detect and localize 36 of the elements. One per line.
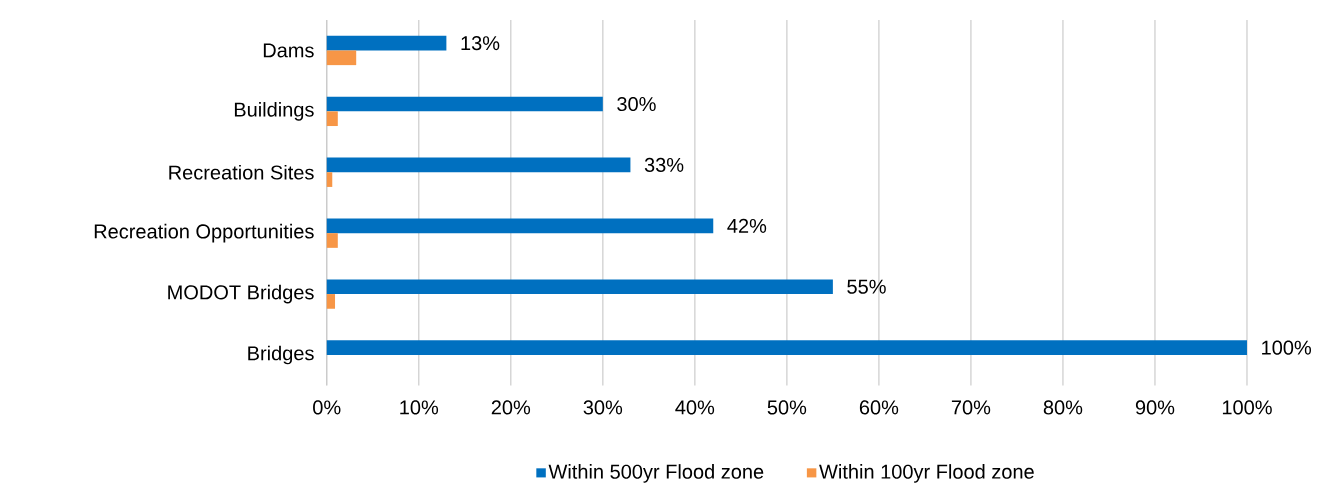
y-tick-label: MODOT Bridges (168, 284, 314, 304)
bar (326, 340, 1247, 355)
bar (326, 111, 338, 126)
x-tick-label: 100% (1222, 400, 1272, 415)
y-tick-label: Buildings (234, 101, 314, 121)
bar (326, 172, 333, 187)
y-tick-label: Recreation Opportunities (94, 223, 314, 243)
y-tick-label: Recreation Sites (169, 164, 314, 180)
x-tick-label: 20% (491, 400, 531, 415)
bar (326, 35, 447, 51)
x-tick-label: 30% (583, 400, 623, 415)
x-tick-label: 60% (859, 400, 899, 415)
data-label: 30% (617, 96, 656, 112)
x-tick-label: 0% (313, 400, 341, 415)
data-label: 55% (847, 279, 886, 294)
legend-label: Within 100yr Flood zone (819, 464, 1034, 483)
bar (326, 279, 833, 295)
data-label: 33% (644, 157, 684, 172)
data-label: 13% (461, 35, 500, 51)
x-tick-label: 50% (767, 400, 807, 415)
x-tick-label: 90% (1135, 400, 1175, 415)
x-tick-label: 80% (1043, 400, 1083, 415)
x-tick-label: 10% (400, 400, 439, 415)
x-tick-label: 40% (675, 400, 715, 415)
data-label: 100% (1262, 340, 1312, 355)
x-tick-label: 70% (951, 400, 991, 415)
bar (326, 294, 336, 309)
y-tick-label: Bridges (248, 345, 314, 365)
bar (326, 233, 338, 248)
legend-label: Within 500yr Flood zone (548, 464, 764, 483)
bar (326, 96, 603, 112)
bar (326, 50, 357, 66)
bar (326, 218, 714, 234)
y-tick-label: Dams (263, 43, 314, 58)
bar (326, 157, 631, 173)
data-label: 42% (727, 218, 767, 233)
